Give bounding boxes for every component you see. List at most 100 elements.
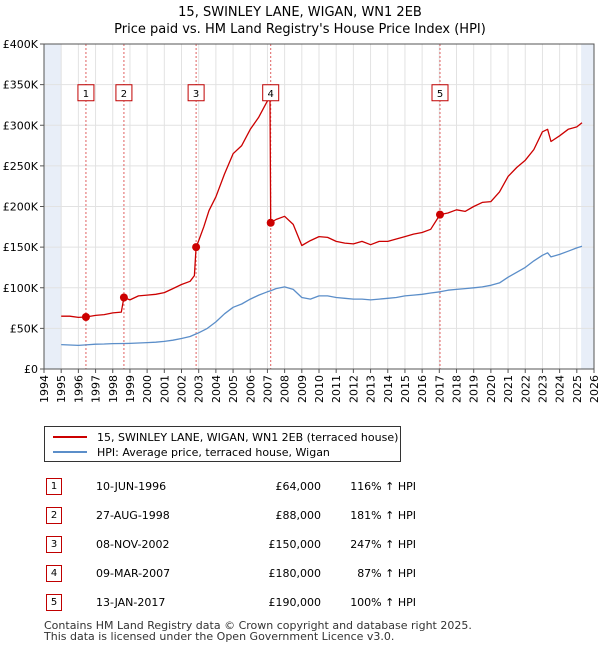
sale-hpi-change: 116% ↑ HPI	[350, 480, 416, 493]
table-row: 2 27-AUG-1998 £88,000 181% ↑ HPI	[40, 501, 416, 530]
y-tick-label: £350K	[3, 79, 39, 92]
x-tick-label: 2004	[210, 375, 223, 403]
x-tick-label: 2024	[554, 375, 567, 403]
footer-line-1: Contains HM Land Registry data © Crown c…	[44, 619, 472, 632]
x-tick-label: 2002	[176, 375, 189, 403]
table-row: 4 09-MAR-2007 £180,000 87% ↑ HPI	[40, 559, 416, 588]
x-tick-label: 2003	[193, 375, 206, 403]
sale-price: £64,000	[275, 480, 322, 493]
x-tick-label: 2019	[468, 375, 481, 403]
x-tick-label: 2015	[399, 375, 412, 403]
x-tick-label: 1998	[107, 375, 120, 403]
x-tick-label: 2018	[451, 375, 464, 403]
x-tick-label: 1996	[72, 375, 85, 403]
y-tick-label: £0	[24, 363, 38, 376]
sale-label-number: 3	[193, 89, 199, 100]
x-tick-label: 2009	[296, 375, 309, 403]
sale-number-badge: 2	[46, 507, 62, 524]
axes: £0 £50K £100K £150K £200K £250K £300K £350K £400…	[3, 38, 600, 403]
sale-labels: 1 2 3 4 5	[77, 84, 449, 102]
table-row: 5 13-JAN-2017 £190,000 100% ↑ HPI	[40, 588, 416, 617]
x-tick-label: 2008	[279, 375, 292, 403]
footer: Contains HM Land Registry data © Crown c…	[44, 620, 472, 642]
sale-hpi-change: 247% ↑ HPI	[350, 538, 416, 551]
title-line-2: Price paid vs. HM Land Registry's House …	[114, 22, 486, 37]
x-tick-label: 2022	[519, 375, 532, 403]
x-tick-label: 2006	[244, 375, 257, 403]
legend-label-hpi: HPI: Average price, terraced house, Wiga…	[97, 445, 330, 459]
hpi-line	[61, 245, 583, 347]
y-tick-label: £200K	[3, 201, 39, 214]
sale-point	[436, 210, 444, 219]
sale-date: 08-NOV-2002	[96, 538, 170, 551]
property-price-line	[61, 98, 583, 319]
x-tick-label: 2007	[261, 375, 274, 403]
x-tick-label: 1995	[55, 375, 68, 403]
sale-label-box	[431, 84, 449, 102]
legend-label-property: 15, SWINLEY LANE, WIGAN, WN1 2EB (terrac…	[97, 430, 399, 444]
sale-price: £88,000	[275, 509, 322, 522]
sale-number-badge: 1	[46, 478, 62, 495]
sale-point	[266, 218, 275, 227]
legend: 15, SWINLEY LANE, WIGAN, WN1 2EB (terrac…	[44, 426, 401, 462]
footer-line-2: This data is licensed under the Open Gov…	[44, 630, 395, 643]
sale-point	[119, 293, 128, 302]
table-row: 3 08-NOV-2002 £150,000 247% ↑ HPI	[40, 530, 416, 559]
sale-price: £180,000	[268, 567, 322, 580]
x-tick-label: 2005	[227, 375, 240, 403]
sale-label-box	[262, 84, 280, 102]
legend-item-property: 15, SWINLEY LANE, WIGAN, WN1 2EB (terrac…	[53, 430, 398, 444]
x-tick-label: 2026	[588, 375, 600, 403]
x-tick-label: 2013	[365, 375, 378, 403]
sale-hpi-change: 87% ↑ HPI	[357, 567, 416, 580]
chart-title: 15, SWINLEY LANE, WIGAN, WN1 2EB Price p…	[0, 4, 600, 38]
x-tick-label: 2000	[141, 375, 154, 403]
x-tick-label: 1994	[38, 375, 51, 403]
y-tick-label: £300K	[3, 119, 39, 132]
sale-label-number: 2	[121, 89, 127, 100]
sale-date: 09-MAR-2007	[96, 567, 171, 580]
sale-date: 27-AUG-1998	[96, 509, 170, 522]
sale-hpi-change: 181% ↑ HPI	[350, 509, 416, 522]
sale-label-number: 1	[83, 89, 89, 100]
y-tick-label: £50K	[10, 322, 39, 335]
x-tick-label: 2016	[416, 375, 429, 403]
x-tick-label: 2012	[347, 375, 360, 403]
sale-hpi-change: 100% ↑ HPI	[350, 596, 416, 609]
sale-number-badge: 3	[46, 536, 62, 553]
sale-number-badge: 4	[46, 565, 62, 582]
sale-label-number: 5	[437, 89, 443, 100]
sales-table: 1 10-JUN-1996 £64,000 116% ↑ HPI 2 27-AU…	[40, 472, 416, 617]
legend-item-hpi: HPI: Average price, terraced house, Wiga…	[53, 445, 330, 459]
y-tick-label: £150K	[3, 241, 39, 254]
x-tick-label: 2025	[571, 375, 584, 403]
sale-label-number: 4	[268, 89, 274, 100]
y-tick-label: £100K	[3, 282, 39, 295]
sale-point	[81, 313, 90, 321]
title-line-1: 15, SWINLEY LANE, WIGAN, WN1 2EB	[178, 5, 422, 20]
x-tick-label: 2021	[502, 375, 515, 403]
sale-price: £150,000	[268, 538, 322, 551]
legend-swatch-hpi	[53, 451, 87, 453]
legend-swatch-property	[53, 436, 87, 438]
price-chart: 1 2 3 4 5 £0 £50K £100K £150K £200K £250K £300K £35…	[3, 38, 600, 403]
x-tick-label: 1999	[124, 375, 137, 403]
sale-date: 10-JUN-1996	[96, 480, 167, 493]
sale-date: 13-JAN-2017	[96, 596, 166, 609]
x-tick-label: 2020	[485, 375, 498, 403]
x-tick-label: 2011	[330, 375, 343, 403]
x-tick-label: 1997	[90, 375, 103, 403]
y-tick-label: £250K	[3, 160, 39, 173]
x-tick-label: 2001	[158, 375, 171, 403]
x-tick-label: 2023	[536, 375, 549, 403]
sale-number-badge: 5	[46, 594, 62, 611]
sale-points	[81, 210, 444, 321]
series-lines	[61, 98, 583, 347]
x-tick-label: 2014	[382, 375, 395, 403]
sale-label-box	[187, 84, 205, 102]
sale-label-box	[77, 84, 95, 102]
x-tick-label: 2010	[313, 375, 326, 403]
table-row: 1 10-JUN-1996 £64,000 116% ↑ HPI	[40, 472, 416, 501]
x-tick-label: 2017	[433, 375, 446, 403]
sale-label-box	[115, 84, 133, 102]
